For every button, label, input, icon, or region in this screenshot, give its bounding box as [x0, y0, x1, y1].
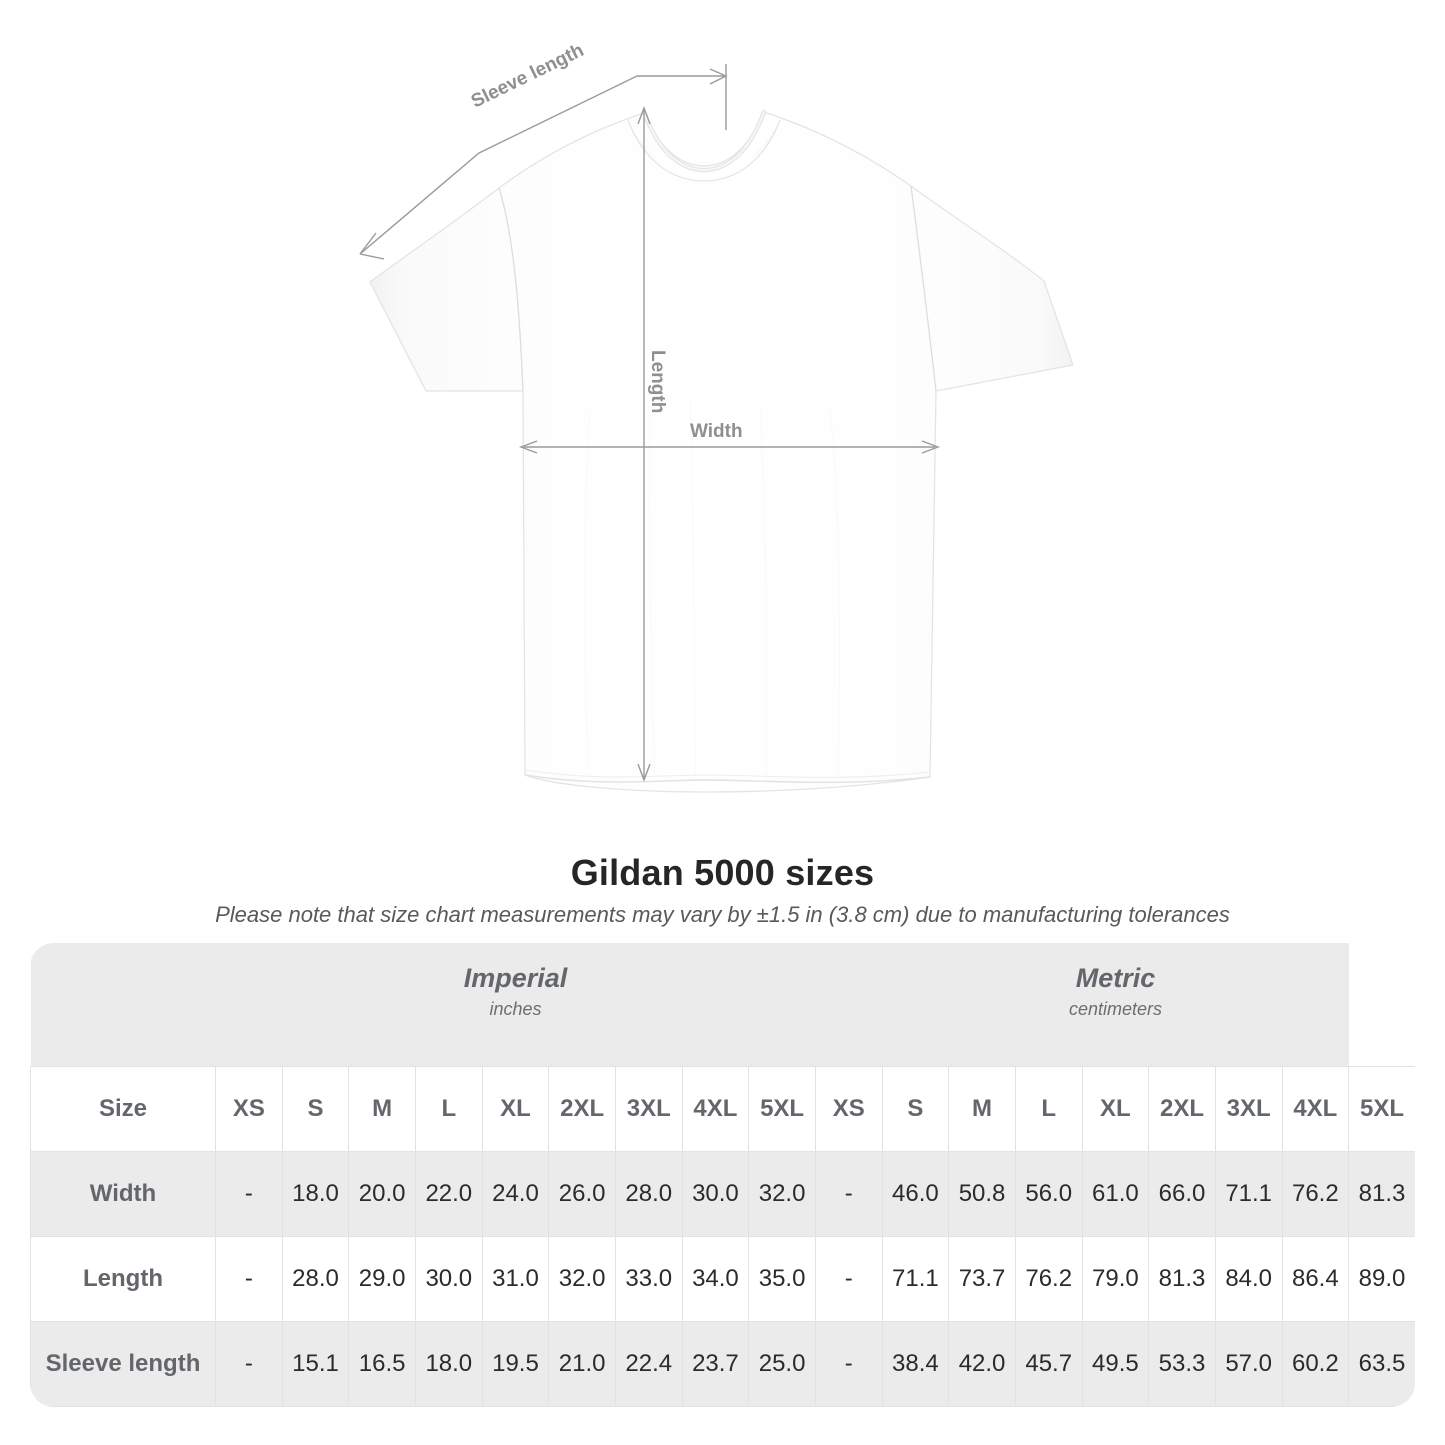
svg-text:Width: Width	[690, 421, 743, 442]
svg-text:Length: Length	[647, 350, 668, 413]
svg-text:Sleeve length: Sleeve length	[468, 40, 587, 113]
